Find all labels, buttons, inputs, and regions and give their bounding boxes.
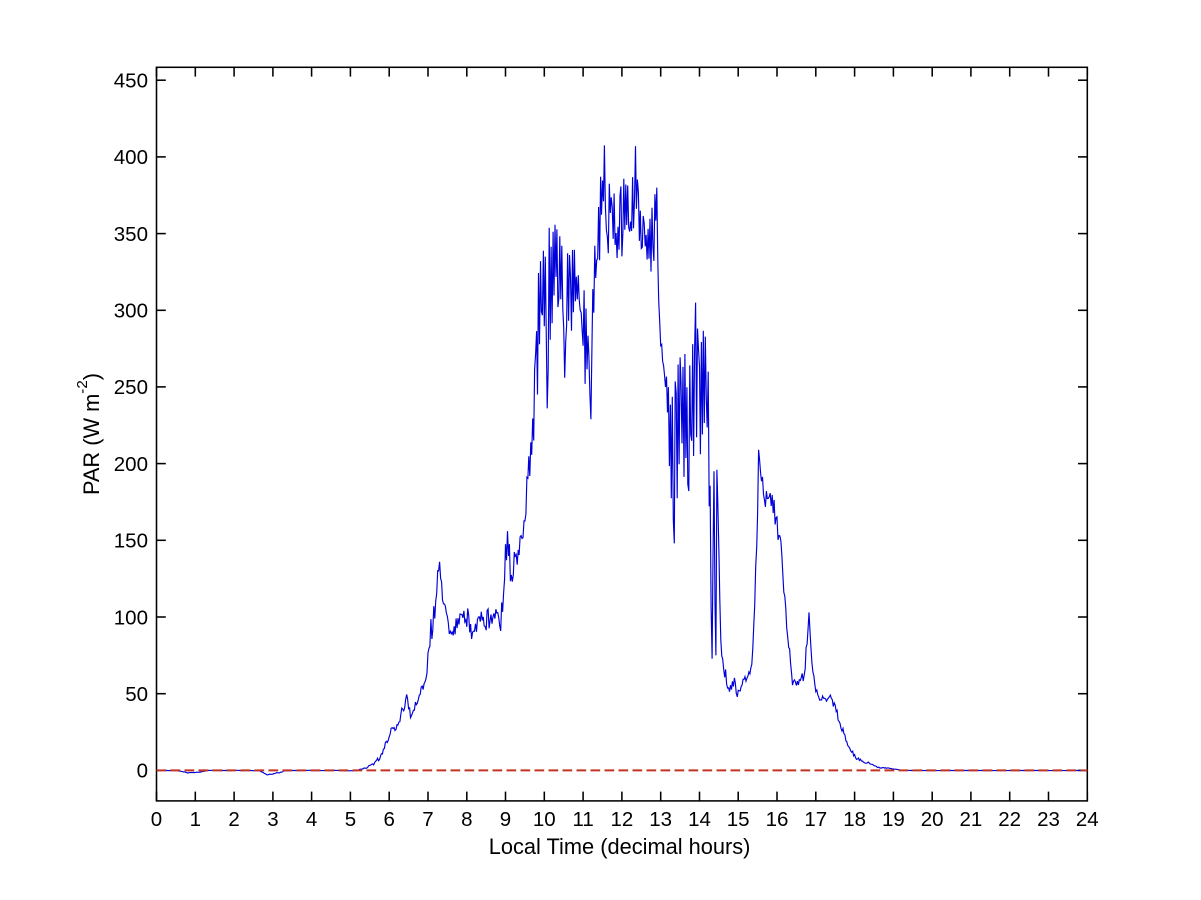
- svg-text:13: 13: [649, 808, 672, 831]
- svg-text:19: 19: [882, 808, 905, 831]
- svg-text:8: 8: [461, 808, 472, 831]
- svg-text:0: 0: [151, 808, 162, 831]
- svg-text:1: 1: [190, 808, 201, 831]
- svg-text:15: 15: [727, 808, 750, 831]
- svg-text:24: 24: [1076, 808, 1099, 831]
- svg-text:Local Time (decimal hours): Local Time (decimal hours): [489, 834, 751, 859]
- svg-text:5: 5: [345, 808, 356, 831]
- svg-text:250: 250: [114, 376, 148, 399]
- svg-text:16: 16: [766, 808, 789, 831]
- svg-text:0: 0: [137, 760, 148, 783]
- svg-text:350: 350: [114, 223, 148, 246]
- svg-text:400: 400: [114, 146, 148, 169]
- svg-text:200: 200: [114, 453, 148, 476]
- svg-text:22: 22: [998, 808, 1021, 831]
- svg-text:100: 100: [114, 606, 148, 629]
- svg-text:11: 11: [572, 808, 593, 831]
- svg-text:10: 10: [533, 808, 556, 831]
- svg-text:14: 14: [688, 808, 711, 831]
- svg-text:18: 18: [843, 808, 866, 831]
- svg-text:12: 12: [610, 808, 633, 831]
- svg-text:21: 21: [959, 808, 982, 831]
- svg-text:3: 3: [267, 808, 278, 831]
- svg-text:17: 17: [804, 808, 827, 831]
- svg-text:7: 7: [422, 808, 433, 831]
- svg-text:4: 4: [306, 808, 317, 831]
- svg-text:300: 300: [114, 300, 148, 323]
- svg-text:450: 450: [114, 70, 148, 93]
- svg-text:23: 23: [1037, 808, 1060, 831]
- svg-text:9: 9: [500, 808, 511, 831]
- svg-text:50: 50: [125, 683, 148, 706]
- svg-text:6: 6: [383, 808, 394, 831]
- svg-text:2: 2: [228, 808, 239, 831]
- svg-text:20: 20: [921, 808, 944, 831]
- svg-text:150: 150: [114, 530, 148, 553]
